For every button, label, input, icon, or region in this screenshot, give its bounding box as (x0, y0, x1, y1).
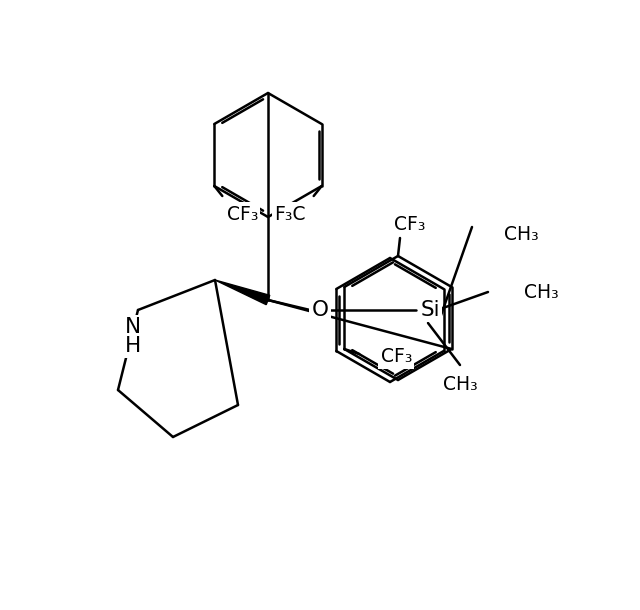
Text: N: N (125, 317, 141, 337)
Text: O: O (312, 300, 328, 320)
Polygon shape (215, 280, 270, 304)
Text: CH₃: CH₃ (443, 375, 477, 393)
Text: CH₃: CH₃ (524, 282, 559, 301)
Text: CF₃: CF₃ (394, 215, 426, 234)
Text: CF₃: CF₃ (381, 348, 412, 367)
Text: CF₃: CF₃ (227, 204, 258, 223)
Text: H: H (125, 336, 141, 356)
Text: F₃C: F₃C (274, 204, 305, 223)
Text: CH₃: CH₃ (504, 226, 539, 245)
Text: Si: Si (420, 300, 440, 320)
